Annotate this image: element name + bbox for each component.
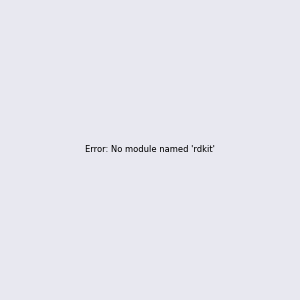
Text: Error: No module named 'rdkit': Error: No module named 'rdkit': [85, 146, 215, 154]
